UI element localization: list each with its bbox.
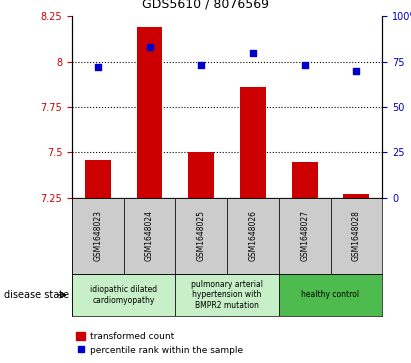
Bar bbox=[344, 194, 369, 198]
Point bbox=[95, 64, 101, 70]
Bar bbox=[136, 27, 162, 198]
Point bbox=[301, 62, 308, 68]
Text: idiopathic dilated
cardiomyopathy: idiopathic dilated cardiomyopathy bbox=[90, 285, 157, 305]
Point bbox=[353, 68, 360, 74]
Text: healthy control: healthy control bbox=[301, 290, 360, 299]
Text: pulmonary arterial
hypertension with
BMPR2 mutation: pulmonary arterial hypertension with BMP… bbox=[191, 280, 263, 310]
Text: GSM1648028: GSM1648028 bbox=[352, 211, 361, 261]
Bar bbox=[85, 160, 111, 198]
Bar bbox=[72, 274, 175, 316]
Bar bbox=[124, 198, 175, 274]
Bar bbox=[227, 198, 279, 274]
Bar bbox=[175, 198, 227, 274]
Bar bbox=[188, 152, 214, 198]
Legend: transformed count, percentile rank within the sample: transformed count, percentile rank withi… bbox=[76, 333, 243, 355]
Text: GSM1648027: GSM1648027 bbox=[300, 211, 309, 261]
Bar bbox=[175, 274, 279, 316]
Text: disease state: disease state bbox=[4, 290, 69, 300]
Bar bbox=[330, 198, 382, 274]
Bar bbox=[72, 198, 124, 274]
Text: GSM1648023: GSM1648023 bbox=[93, 211, 102, 261]
Bar bbox=[240, 87, 266, 198]
Point bbox=[249, 50, 256, 56]
Point bbox=[198, 62, 205, 68]
Point bbox=[146, 44, 153, 50]
Text: GSM1648024: GSM1648024 bbox=[145, 211, 154, 261]
Bar bbox=[279, 274, 382, 316]
Text: GDS5610 / 8076569: GDS5610 / 8076569 bbox=[142, 0, 269, 11]
Text: GSM1648025: GSM1648025 bbox=[197, 211, 206, 261]
Bar bbox=[292, 162, 318, 198]
Text: GSM1648026: GSM1648026 bbox=[248, 211, 257, 261]
Bar bbox=[279, 198, 330, 274]
